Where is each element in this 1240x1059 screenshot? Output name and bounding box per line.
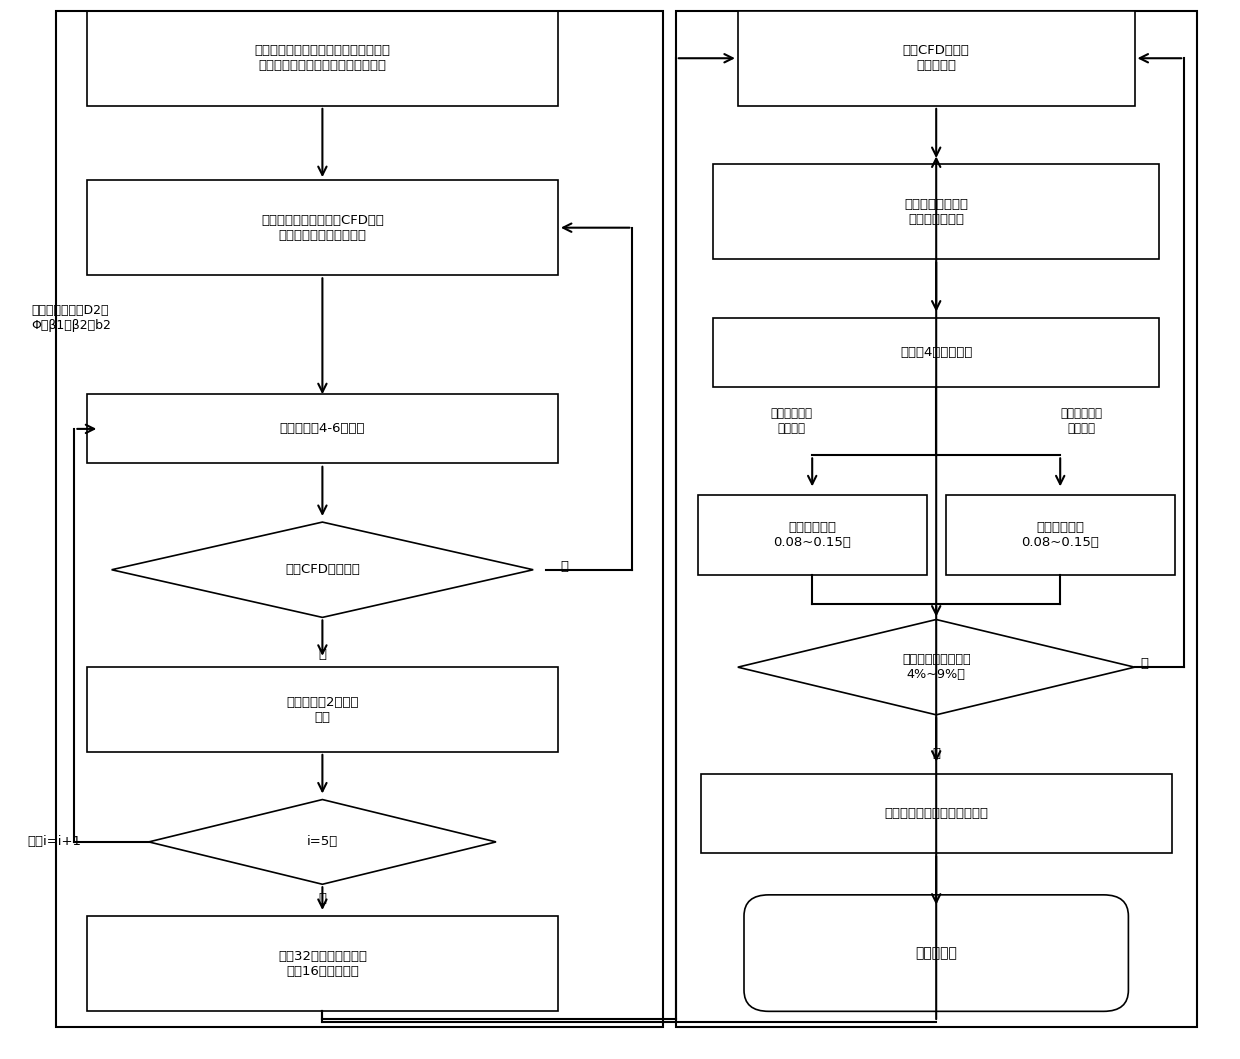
FancyBboxPatch shape xyxy=(87,916,558,1011)
FancyBboxPatch shape xyxy=(701,773,1172,854)
FancyBboxPatch shape xyxy=(738,11,1135,106)
Text: 叶片变形超过
设计要求: 叶片变形超过 设计要求 xyxy=(770,408,812,435)
Polygon shape xyxy=(738,620,1135,715)
Polygon shape xyxy=(112,522,533,617)
FancyBboxPatch shape xyxy=(945,495,1176,574)
Text: 采用多工况、低气蚀、不等扬程相结合
的水力设计方法得到叶轮的初始外形: 采用多工况、低气蚀、不等扬程相结合 的水力设计方法得到叶轮的初始外形 xyxy=(254,44,391,72)
FancyBboxPatch shape xyxy=(87,11,558,106)
Text: 是: 是 xyxy=(319,892,326,904)
FancyBboxPatch shape xyxy=(713,318,1159,387)
Polygon shape xyxy=(149,800,496,884)
Text: 是: 是 xyxy=(319,648,326,661)
Text: 是: 是 xyxy=(932,747,940,759)
Text: 得到CFD流场数据: 得到CFD流场数据 xyxy=(285,563,360,576)
FancyBboxPatch shape xyxy=(87,667,558,752)
Text: 否: 否 xyxy=(1141,658,1148,670)
FancyBboxPatch shape xyxy=(713,164,1159,259)
Text: 否，i=i+1: 否，i=i+1 xyxy=(27,836,82,848)
Text: 基于流固耦合有限
元的热力学分析: 基于流固耦合有限 元的热力学分析 xyxy=(904,198,968,226)
Text: 五个设计变量：D2、
Φ、β1、β2、b2: 五个设计变量：D2、 Φ、β1、β2、b2 xyxy=(31,304,110,331)
Text: 叶片变形优于
设计要求: 叶片变形优于 设计要求 xyxy=(1060,408,1102,435)
Text: 否: 否 xyxy=(560,560,568,573)
Text: 叶轮最优解: 叶轮最优解 xyxy=(915,946,957,961)
Text: 变形优于设计指标的
4%~9%？: 变形优于设计指标的 4%~9%？ xyxy=(901,653,971,681)
FancyBboxPatch shape xyxy=(87,395,558,464)
Text: 叶片厚度减小
0.08~0.15倍: 叶片厚度减小 0.08~0.15倍 xyxy=(1022,521,1099,549)
Text: 设计导叶和泵体，采用CFD技术
计算泵的全流量水力性能: 设计导叶和泵体，采用CFD技术 计算泵的全流量水力性能 xyxy=(260,214,384,241)
Text: 得到32种方案，评估筛
选出16种最优方案: 得到32种方案，评估筛 选出16种最优方案 xyxy=(278,950,367,977)
Text: 基于CFD技术的
热流场计算: 基于CFD技术的 热流场计算 xyxy=(903,44,970,72)
Text: i=5？: i=5？ xyxy=(306,836,339,848)
Text: 多学科优化数学模型分析评估: 多学科优化数学模型分析评估 xyxy=(884,807,988,820)
FancyBboxPatch shape xyxy=(744,895,1128,1011)
Text: 评估遴选出2中最佳
方案: 评估遴选出2中最佳 方案 xyxy=(286,696,358,723)
Text: 叶片厚度增加
0.08~0.15倍: 叶片厚度增加 0.08~0.15倍 xyxy=(774,521,851,549)
FancyBboxPatch shape xyxy=(697,495,928,574)
Text: 遴选出4种最优方案: 遴选出4种最优方案 xyxy=(900,346,972,359)
FancyBboxPatch shape xyxy=(87,180,558,275)
Text: 第设计变量4-6种方案: 第设计变量4-6种方案 xyxy=(280,423,365,435)
